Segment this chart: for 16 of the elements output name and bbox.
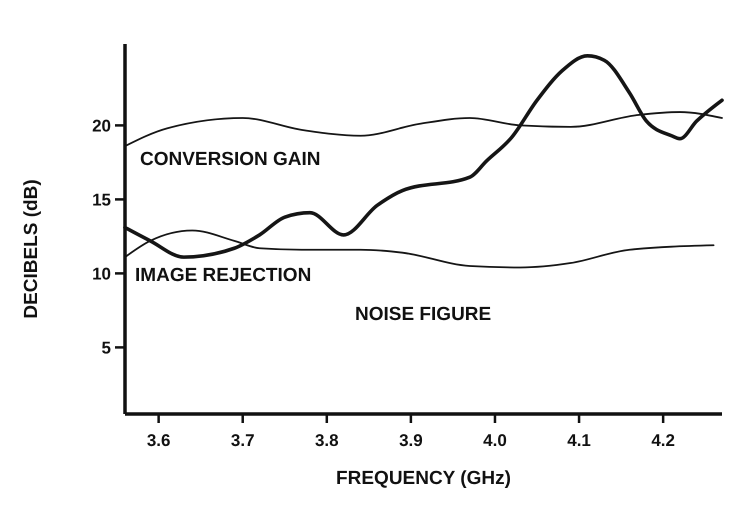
- annotation: NOISE FIGURE: [355, 304, 492, 325]
- x-tick-label: 3.8: [314, 431, 339, 450]
- y-tick-label: 20: [92, 116, 111, 136]
- annotation: CONVERSION GAIN: [140, 149, 321, 170]
- x-tick-label: 4.0: [483, 431, 507, 450]
- y-tick-label: 10: [92, 264, 111, 284]
- x-tick-label: 3.6: [146, 431, 170, 450]
- x-tick-label: 4.1: [567, 431, 591, 450]
- y-tick-label: 5: [102, 338, 111, 358]
- x-tick-label: 3.9: [399, 431, 423, 450]
- x-tick-label: 4.2: [651, 431, 675, 450]
- annotation: IMAGE REJECTION: [135, 265, 312, 286]
- x-tick-label: 3.7: [230, 431, 255, 450]
- y-axis-title: DECIBELS (dB): [21, 179, 42, 319]
- y-tick-label: 15: [92, 190, 111, 210]
- x-axis-title: FREQUENCY (GHz): [336, 468, 511, 489]
